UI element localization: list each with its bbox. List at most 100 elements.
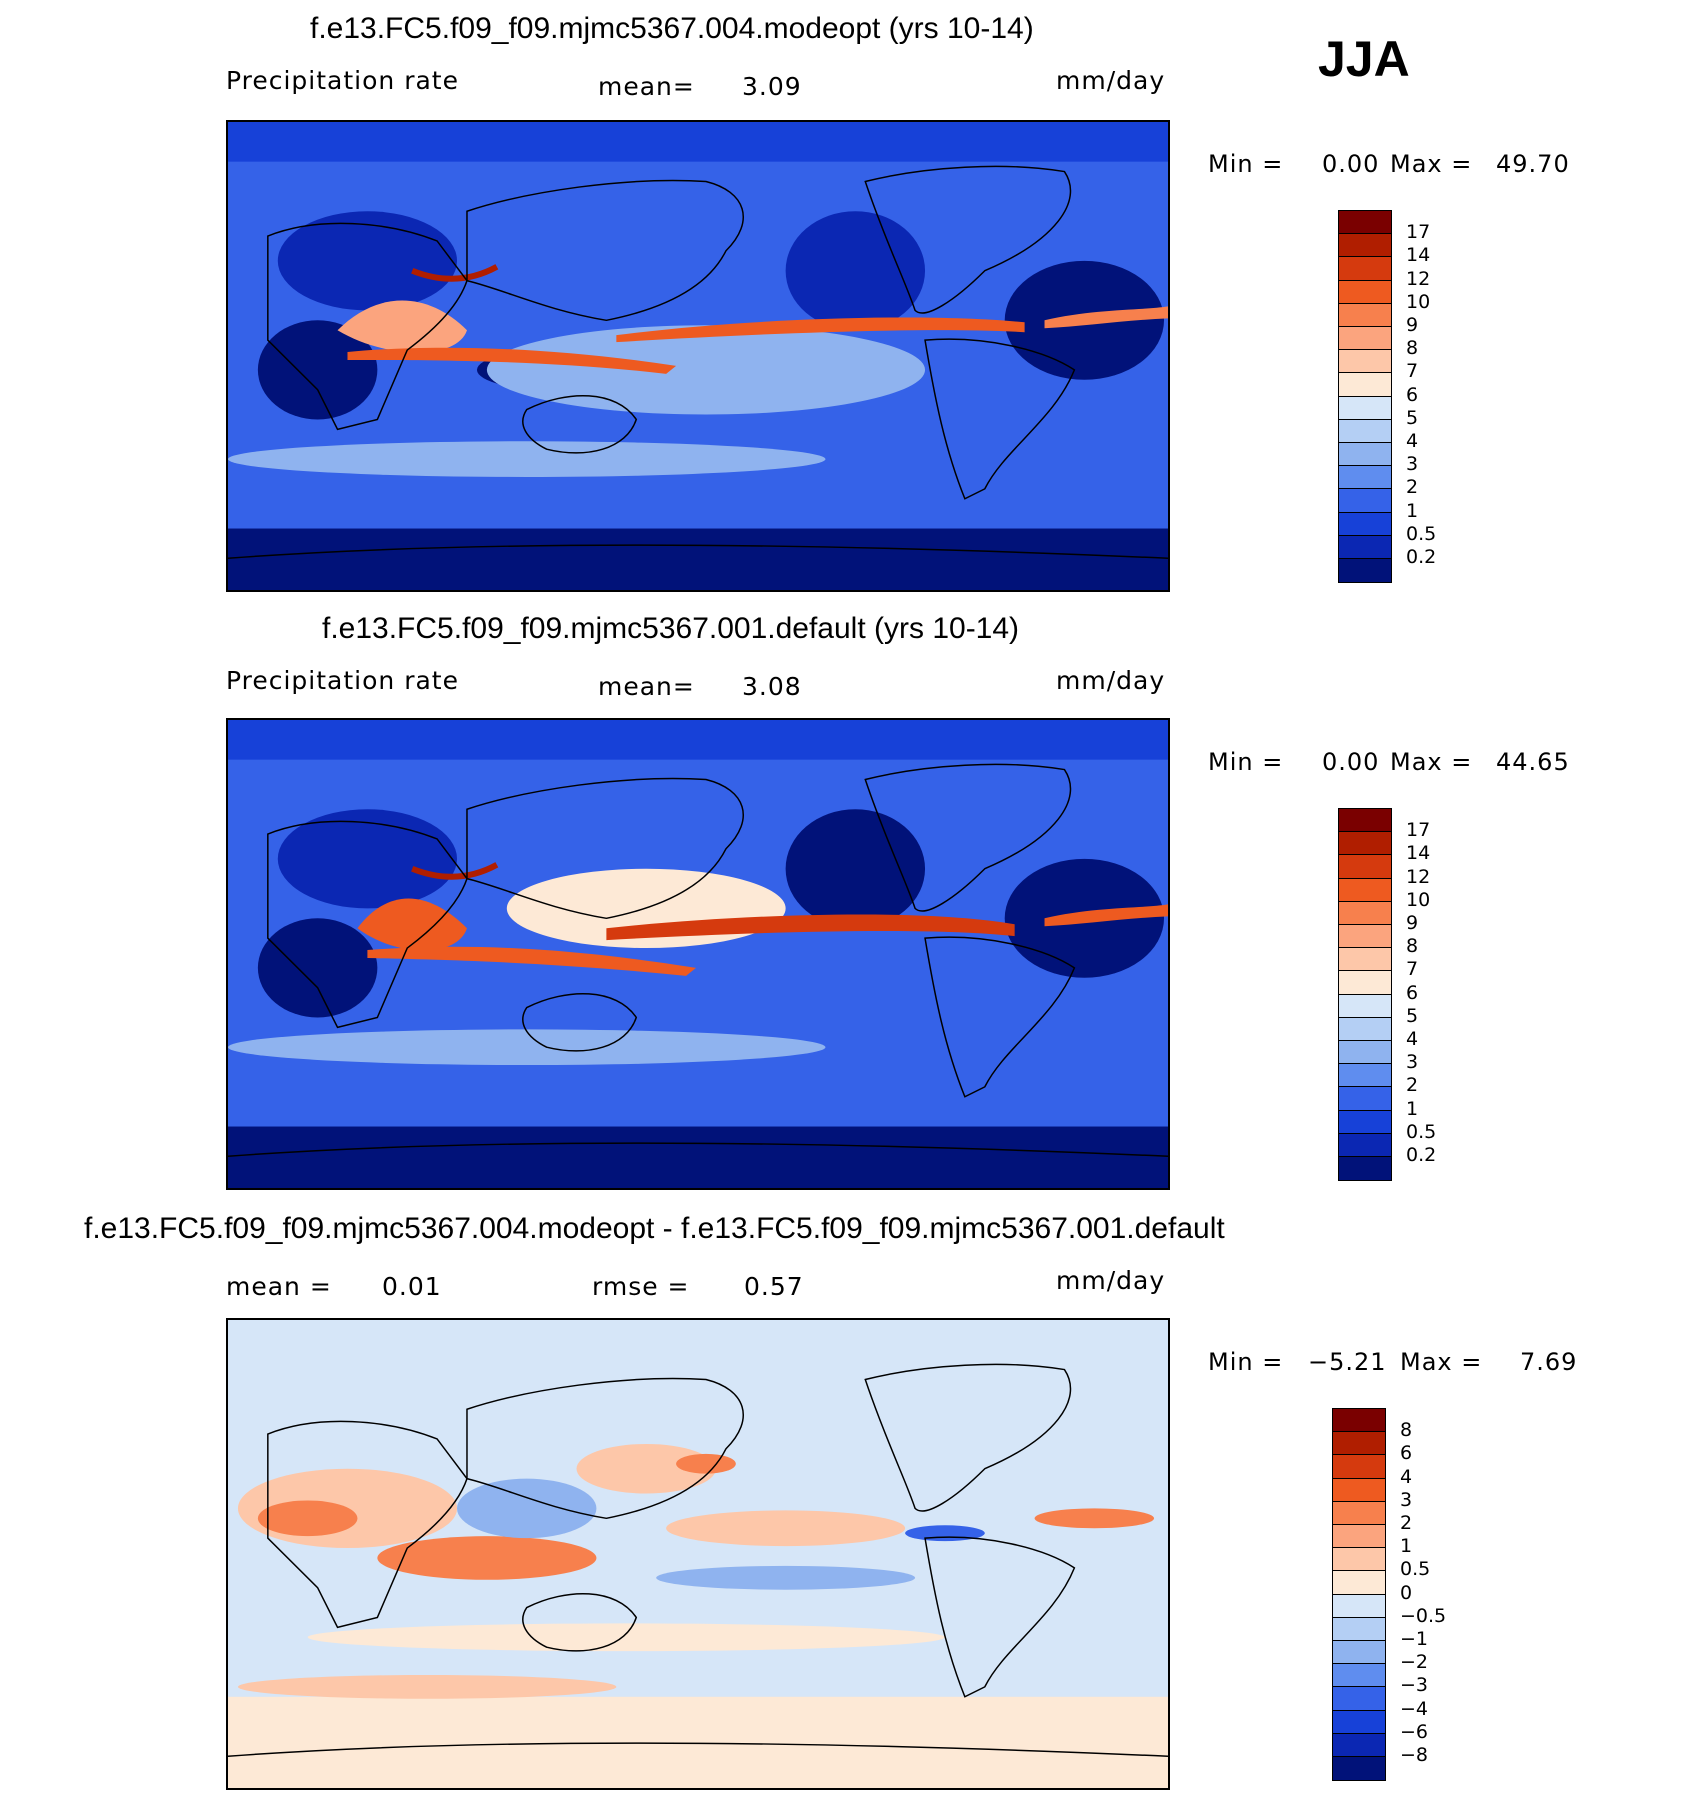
colorbar-label: 3 xyxy=(1406,453,1419,476)
panel-1-max-value: 49.70 xyxy=(1496,150,1570,178)
panel-1-variable: Precipitation rate xyxy=(226,66,459,95)
colorbar-swatch xyxy=(1338,1016,1392,1042)
colorbar-swatch xyxy=(1338,1040,1392,1065)
colorbar-swatch xyxy=(1338,1086,1392,1112)
colorbar-label: 2 xyxy=(1406,1074,1419,1097)
colorbar-swatch xyxy=(1332,1454,1386,1480)
colorbar-label: 10 xyxy=(1406,290,1431,313)
panel-3-map xyxy=(226,1318,1170,1790)
colorbar-label: 12 xyxy=(1406,267,1431,290)
colorbar-swatch xyxy=(1338,534,1392,560)
colorbar-swatch xyxy=(1338,947,1392,972)
panel-1-min-label: Min = xyxy=(1208,150,1284,178)
colorbar-label: 9 xyxy=(1406,912,1419,934)
colorbar-swatch xyxy=(1332,1547,1386,1572)
colorbar-swatch xyxy=(1338,372,1392,398)
colorbar-swatch xyxy=(1338,970,1392,996)
colorbar-swatch xyxy=(1338,1156,1392,1181)
colorbar-swatch xyxy=(1338,1132,1392,1158)
colorbar-label: 4 xyxy=(1400,1465,1413,1488)
colorbar-label: 3 xyxy=(1400,1488,1413,1511)
colorbar-swatch xyxy=(1338,279,1392,305)
colorbar-label: 4 xyxy=(1406,1028,1419,1050)
colorbar-swatch xyxy=(1338,831,1392,856)
colorbar-swatch xyxy=(1338,924,1392,949)
colorbar-swatch xyxy=(1332,1709,1386,1735)
colorbar-label: 0.5 xyxy=(1406,1120,1437,1143)
colorbar-swatch xyxy=(1338,326,1392,351)
colorbar-label: −3 xyxy=(1400,1674,1429,1697)
panel-2-min-value: 0.00 xyxy=(1322,748,1380,776)
colorbar-swatch xyxy=(1338,488,1392,514)
colorbar-label: 7 xyxy=(1406,958,1419,981)
colorbar-label: 1 xyxy=(1400,1535,1413,1558)
colorbar-swatch xyxy=(1338,511,1392,537)
colorbar-swatch xyxy=(1332,1616,1386,1642)
colorbar-swatch xyxy=(1338,395,1392,421)
colorbar-swatch xyxy=(1338,349,1392,374)
colorbar-label: −2 xyxy=(1400,1651,1429,1674)
colorbar-swatch xyxy=(1338,808,1392,833)
panel-2-mean-value: 3.08 xyxy=(742,672,802,701)
panel-3-min-label: Min = xyxy=(1208,1348,1284,1376)
colorbar-label: 17 xyxy=(1406,819,1431,842)
colorbar-swatch xyxy=(1332,1500,1386,1526)
colorbar-label: 4 xyxy=(1406,430,1419,452)
colorbar-label: 12 xyxy=(1406,865,1431,888)
colorbar-swatch xyxy=(1332,1524,1386,1549)
colorbar-label: 8 xyxy=(1400,1419,1413,1442)
colorbar-label: 5 xyxy=(1406,406,1419,429)
panel-2-variable: Precipitation rate xyxy=(226,666,459,695)
colorbar-label: 2 xyxy=(1400,1512,1413,1534)
colorbar-label: 2 xyxy=(1406,476,1419,499)
colorbar-label: 0.5 xyxy=(1400,1558,1431,1581)
colorbar-swatch xyxy=(1338,256,1392,282)
colorbar-label: 14 xyxy=(1406,842,1431,865)
panel-2-mean-label: mean= xyxy=(598,672,695,701)
panel-3-units: mm/day xyxy=(1056,1266,1166,1295)
colorbar-swatch xyxy=(1332,1408,1386,1433)
colorbar-label: 6 xyxy=(1406,383,1419,406)
panel-1-title: f.e13.FC5.f09_f09.mjmc5367.004.modeopt (… xyxy=(310,12,1034,45)
panel-1-mean-label: mean= xyxy=(598,72,695,101)
colorbar-label: 9 xyxy=(1406,314,1419,336)
colorbar-label: 5 xyxy=(1406,1004,1419,1027)
colorbar-swatch xyxy=(1332,1593,1386,1619)
colorbar-swatch xyxy=(1338,233,1392,258)
colorbar-swatch xyxy=(1338,302,1392,328)
colorbar-label: 0.5 xyxy=(1406,522,1437,545)
colorbar-swatch xyxy=(1332,1663,1386,1688)
colorbar-swatch xyxy=(1332,1686,1386,1712)
panel-1-min-value: 0.00 xyxy=(1322,150,1380,178)
colorbar-label: 0.2 xyxy=(1406,1144,1437,1166)
panel-2-map xyxy=(226,718,1170,1190)
colorbar-swatch xyxy=(1338,442,1392,467)
colorbar-swatch xyxy=(1338,877,1392,903)
panel-3-max-label: Max = xyxy=(1400,1348,1483,1376)
colorbar-label: −4 xyxy=(1400,1697,1429,1720)
colorbar-swatch xyxy=(1338,1063,1392,1088)
colorbar-label: −0.5 xyxy=(1400,1604,1447,1627)
colorbar-swatch xyxy=(1338,900,1392,926)
colorbar-label: 3 xyxy=(1406,1051,1419,1074)
colorbar-label: 1 xyxy=(1406,499,1419,522)
colorbar-label: 6 xyxy=(1400,1442,1413,1465)
colorbar-swatch xyxy=(1332,1431,1386,1456)
colorbar-label: −1 xyxy=(1400,1628,1429,1650)
colorbar-label: 6 xyxy=(1406,981,1419,1004)
panel-3-rmse-value: 0.57 xyxy=(744,1272,804,1301)
colorbar-swatch xyxy=(1338,993,1392,1019)
panel-1-mean-value: 3.09 xyxy=(742,72,802,101)
colorbar-swatch xyxy=(1338,210,1392,235)
colorbar-label: −8 xyxy=(1400,1744,1429,1766)
colorbar-swatch xyxy=(1332,1477,1386,1503)
panel-1-max-label: Max = xyxy=(1390,150,1473,178)
colorbar-swatch xyxy=(1338,558,1392,583)
colorbar-label: 0 xyxy=(1400,1581,1413,1604)
colorbar-label: 7 xyxy=(1406,360,1419,383)
season-label: JJA xyxy=(1318,31,1410,87)
colorbar-label: 8 xyxy=(1406,935,1419,958)
panel-3-mean-value: 0.01 xyxy=(382,1272,442,1301)
colorbar-label: 8 xyxy=(1406,337,1419,360)
colorbar-label: 10 xyxy=(1406,888,1431,911)
